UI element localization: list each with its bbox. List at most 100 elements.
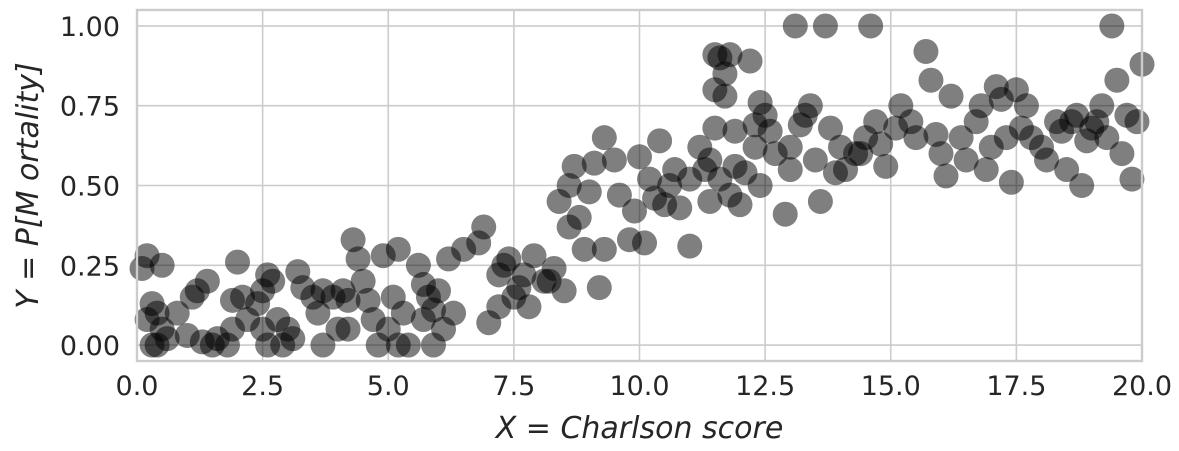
x-tick-label: 17.5: [986, 371, 1046, 402]
data-point: [913, 38, 939, 64]
data-point: [164, 300, 190, 326]
data-point: [496, 246, 522, 272]
data-point: [918, 67, 944, 93]
data-point: [591, 125, 617, 151]
data-point: [928, 141, 954, 167]
y-tick-labels: 0.00 0.25 0.50 0.75 1.00: [60, 12, 120, 362]
data-point: [621, 198, 647, 224]
data-point: [697, 188, 723, 214]
data-point: [420, 332, 446, 358]
data-point: [144, 332, 170, 358]
plot-frame: [135, 8, 1144, 363]
data-point: [782, 13, 808, 39]
data-point: [305, 300, 331, 326]
data-points: [129, 13, 1155, 358]
data-point: [179, 284, 205, 310]
data-point: [1099, 13, 1125, 39]
data-point: [1124, 109, 1150, 135]
data-point: [521, 243, 547, 269]
y-axis-label: Y = P[M ortality]: [11, 62, 46, 308]
data-point: [953, 147, 979, 173]
data-point: [1109, 141, 1135, 167]
y-tick-label: 0.25: [60, 251, 120, 282]
data-point: [1089, 93, 1115, 119]
x-tick-label: 0.0: [116, 371, 159, 402]
data-point: [807, 188, 833, 214]
data-point: [561, 153, 587, 179]
data-point: [149, 252, 175, 278]
data-point: [722, 118, 748, 144]
data-point: [385, 236, 411, 262]
data-point: [260, 268, 286, 294]
data-point: [737, 48, 763, 74]
data-point: [697, 147, 723, 173]
data-point: [426, 278, 451, 304]
data-point: [516, 294, 542, 320]
data-point: [1054, 157, 1080, 183]
data-point: [471, 214, 497, 240]
data-point: [576, 179, 602, 205]
x-tick-label: 12.5: [735, 371, 795, 402]
data-point: [1013, 93, 1039, 119]
y-tick-label: 0.00: [60, 331, 120, 362]
data-point: [395, 332, 421, 358]
y-tick-label: 1.00: [60, 12, 120, 43]
data-point: [606, 182, 632, 208]
data-point: [390, 300, 416, 326]
data-point: [280, 326, 306, 352]
data-point: [556, 173, 582, 198]
data-point: [335, 316, 361, 342]
data-point: [511, 262, 537, 288]
data-point: [667, 195, 693, 221]
data-point: [355, 287, 381, 313]
data-point: [817, 115, 843, 141]
data-point: [345, 246, 371, 272]
data-point: [677, 233, 703, 259]
data-point: [129, 255, 155, 281]
data-point: [194, 268, 220, 294]
data-point: [712, 61, 738, 87]
x-tick-label: 15.0: [861, 371, 921, 402]
data-point: [933, 163, 959, 189]
data-point: [405, 252, 431, 278]
x-tick-label: 7.5: [492, 371, 535, 402]
data-point: [777, 134, 803, 160]
data-point: [1094, 125, 1120, 151]
data-point: [868, 131, 894, 157]
data-point: [647, 128, 673, 154]
data-point: [858, 13, 884, 39]
data-point: [410, 307, 436, 333]
data-point: [948, 125, 974, 151]
data-point: [627, 144, 652, 170]
data-point: [591, 236, 617, 262]
data-point: [586, 275, 612, 301]
data-point: [441, 300, 467, 326]
data-point: [1119, 166, 1145, 192]
data-point: [601, 147, 627, 173]
x-axis-label: X = Charlson score: [494, 411, 784, 446]
x-tick-labels: 0.0 2.5 5.0 7.5 10.0 12.5 15.0 17.5 20.0: [116, 371, 1173, 402]
x-tick-label: 2.5: [241, 371, 284, 402]
data-point: [797, 93, 823, 119]
data-point: [1034, 147, 1060, 173]
data-point: [812, 13, 838, 39]
data-point: [350, 268, 376, 294]
data-point: [541, 255, 567, 281]
data-point: [702, 115, 728, 141]
data-point: [903, 125, 929, 151]
data-point: [802, 147, 828, 173]
data-point: [717, 42, 743, 68]
data-point: [637, 166, 663, 192]
data-point: [863, 109, 889, 135]
data-point: [938, 83, 964, 109]
x-tick-label: 20.0: [1112, 371, 1172, 402]
data-point: [310, 332, 336, 358]
data-point: [757, 118, 783, 144]
data-point: [340, 227, 366, 253]
data-point: [1104, 67, 1130, 93]
data-point: [551, 278, 577, 304]
data-point: [777, 157, 803, 183]
data-point: [581, 150, 607, 176]
x-tick-label: 10.0: [609, 371, 669, 402]
